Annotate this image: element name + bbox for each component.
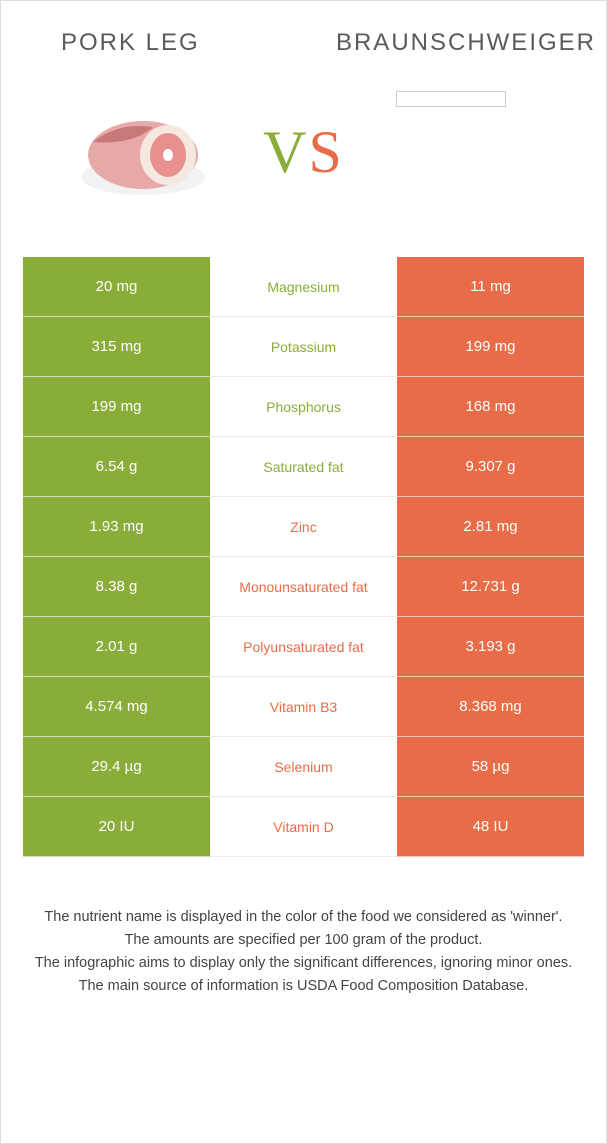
nutrient-value-left: 2.01 g	[23, 617, 210, 677]
footer-line-1: The nutrient name is displayed in the co…	[21, 907, 586, 928]
nutrient-value-right: 8.368 mg	[397, 677, 584, 737]
nutrient-value-right: 168 mg	[397, 377, 584, 437]
nutrient-label: Polyunsaturated fat	[210, 617, 397, 677]
nutrient-value-right: 3.193 g	[397, 617, 584, 677]
table-row: 199 mgPhosphorus168 mg	[23, 377, 584, 437]
nutrient-value-right: 9.307 g	[397, 437, 584, 497]
nutrient-label: Potassium	[210, 317, 397, 377]
vs-label: VS	[263, 118, 344, 187]
table-row: 4.574 mgVitamin B38.368 mg	[23, 677, 584, 737]
table-row: 20 mgMagnesium11 mg	[23, 257, 584, 317]
nutrient-value-left: 1.93 mg	[23, 497, 210, 557]
comparison-header: PORK LEG BRAUNSCHWEIGER	[1, 1, 606, 57]
food-title-left: PORK LEG	[61, 29, 200, 57]
nutrient-value-right: 48 IU	[397, 797, 584, 857]
footer-line-2: The amounts are specified per 100 gram o…	[21, 930, 586, 951]
food-image-left	[73, 107, 213, 197]
nutrient-label: Phosphorus	[210, 377, 397, 437]
table-row: 2.01 gPolyunsaturated fat3.193 g	[23, 617, 584, 677]
vs-letter-v: V	[263, 119, 308, 185]
nutrient-value-right: 11 mg	[397, 257, 584, 317]
nutrient-value-right: 58 µg	[397, 737, 584, 797]
nutrient-label: Vitamin B3	[210, 677, 397, 737]
nutrient-value-left: 4.574 mg	[23, 677, 210, 737]
nutrient-value-left: 6.54 g	[23, 437, 210, 497]
nutrient-label: Vitamin D	[210, 797, 397, 857]
table-row: 315 mgPotassium199 mg	[23, 317, 584, 377]
table-row: 6.54 gSaturated fat9.307 g	[23, 437, 584, 497]
footer-line-4: The main source of information is USDA F…	[21, 976, 586, 997]
nutrient-label: Magnesium	[210, 257, 397, 317]
nutrient-table: 20 mgMagnesium11 mg315 mgPotassium199 mg…	[23, 257, 584, 857]
footer-line-3: The infographic aims to display only the…	[21, 953, 586, 974]
vs-letter-s: S	[308, 119, 343, 185]
footer-notes: The nutrient name is displayed in the co…	[1, 907, 606, 997]
table-row: 8.38 gMonounsaturated fat12.731 g	[23, 557, 584, 617]
nutrient-value-right: 12.731 g	[397, 557, 584, 617]
food-image-right	[394, 107, 534, 197]
nutrient-value-left: 199 mg	[23, 377, 210, 437]
nutrient-value-right: 2.81 mg	[397, 497, 584, 557]
nutrient-value-right: 199 mg	[397, 317, 584, 377]
food-title-right: BRAUNSCHWEIGER	[336, 29, 596, 57]
nutrient-label: Zinc	[210, 497, 397, 557]
nutrient-value-left: 20 IU	[23, 797, 210, 857]
table-row: 1.93 mgZinc2.81 mg	[23, 497, 584, 557]
nutrient-value-left: 315 mg	[23, 317, 210, 377]
table-row: 20 IUVitamin D48 IU	[23, 797, 584, 857]
nutrient-value-left: 29.4 µg	[23, 737, 210, 797]
vs-row: VS	[1, 107, 606, 197]
nutrient-value-left: 20 mg	[23, 257, 210, 317]
nutrient-value-left: 8.38 g	[23, 557, 210, 617]
nutrient-label: Selenium	[210, 737, 397, 797]
table-row: 29.4 µgSelenium58 µg	[23, 737, 584, 797]
nutrient-label: Saturated fat	[210, 437, 397, 497]
nutrient-label: Monounsaturated fat	[210, 557, 397, 617]
image-placeholder-small	[396, 91, 506, 107]
